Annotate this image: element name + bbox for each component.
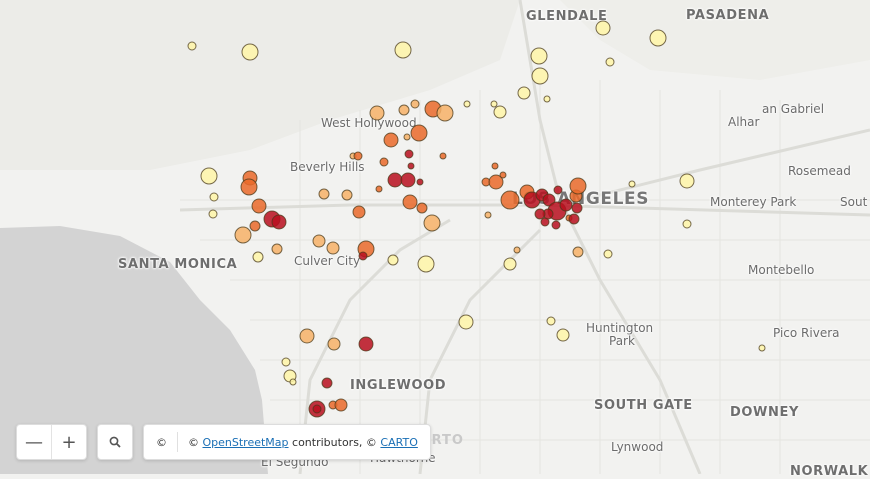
attribution-box: © © OpenStreetMap contributors, © CARTO (143, 424, 431, 460)
map-controls: — + © © OpenStreetMap contributors, © CA… (16, 424, 431, 460)
osm-link[interactable]: OpenStreetMap (202, 435, 289, 449)
carto-link[interactable]: CARTO (380, 435, 418, 449)
attribution-contributors: contributors, © (292, 435, 377, 449)
search-control (97, 424, 133, 460)
attribution-toggle[interactable]: © (156, 435, 167, 449)
search-icon (109, 436, 121, 448)
attribution-prefix: © (188, 435, 199, 449)
zoom-out-button[interactable]: — (25, 431, 43, 453)
zoom-in-button[interactable]: + (51, 425, 86, 459)
ocean (0, 226, 268, 474)
zoom-control: — + (16, 424, 87, 460)
search-button[interactable] (98, 425, 132, 459)
attribution-divider (177, 432, 178, 452)
